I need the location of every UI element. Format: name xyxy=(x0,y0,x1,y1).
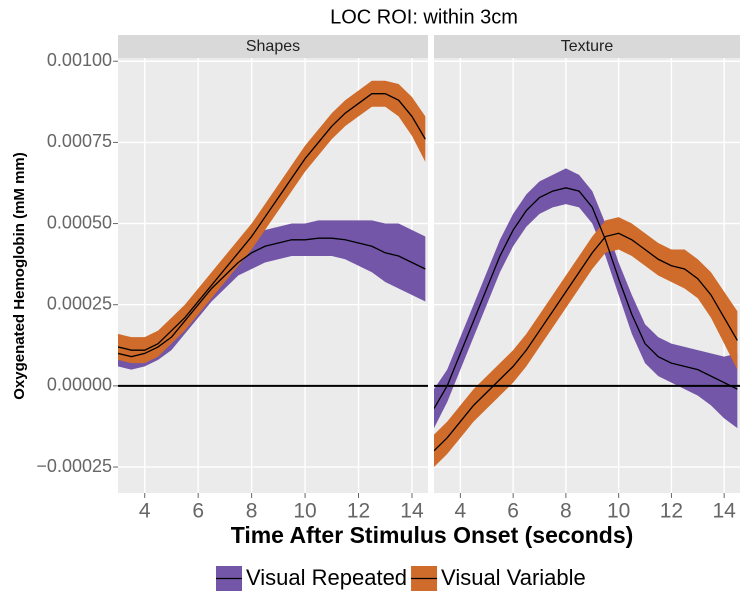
mean-line xyxy=(118,93,426,351)
confidence-band xyxy=(434,217,738,468)
y-tick-label: 0.00050 xyxy=(47,212,112,232)
y-tick-label: 0.00100 xyxy=(47,50,112,70)
strip xyxy=(118,35,428,58)
y-tick-label: 0.00025 xyxy=(47,293,112,313)
y-axis-title: Oxygenated Hemoglobin (mM mm) xyxy=(11,152,28,400)
mean-line xyxy=(118,237,426,358)
panel xyxy=(118,58,428,493)
x-tick-label: 12 xyxy=(660,500,683,523)
x-tick-label: 14 xyxy=(712,500,736,523)
x-tick-label: 14 xyxy=(400,500,424,523)
x-tick-label: 10 xyxy=(293,500,316,523)
x-tick-label: 4 xyxy=(455,500,467,523)
strip xyxy=(434,35,740,58)
x-tick-label: 8 xyxy=(560,500,572,523)
strip-label: Texture xyxy=(561,38,614,55)
x-tick-label: 6 xyxy=(192,500,204,523)
plot-area xyxy=(434,168,738,468)
legend-label: Visual Variable xyxy=(441,565,586,590)
mean-line xyxy=(434,232,738,452)
y-tick-label: 0.00000 xyxy=(47,375,112,395)
x-axis-title: Time After Stimulus Onset (seconds) xyxy=(231,522,634,548)
confidence-band xyxy=(434,168,738,429)
y-tick-label: 0.00075 xyxy=(47,131,112,151)
chart-title: LOC ROI: within 3cm xyxy=(330,6,518,28)
confidence-band xyxy=(118,80,426,364)
y-tick-label: −0.00025 xyxy=(36,456,112,476)
x-tick-label: 12 xyxy=(347,500,370,523)
x-tick-label: 8 xyxy=(246,500,258,523)
x-tick-label: 6 xyxy=(507,500,519,523)
x-tick-label: 4 xyxy=(139,500,151,523)
strip-label: Shapes xyxy=(246,38,300,55)
plot-area xyxy=(118,80,426,370)
x-tick-label: 10 xyxy=(607,500,630,523)
legend-label: Visual Repeated xyxy=(246,565,407,590)
mean-line xyxy=(434,187,738,409)
confidence-band xyxy=(118,220,426,370)
